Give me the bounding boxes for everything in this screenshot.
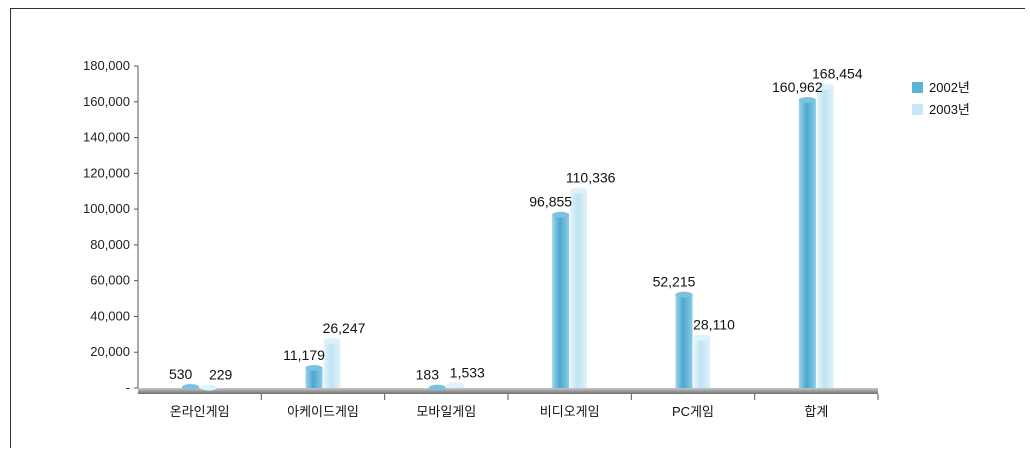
y-tick-label: 180,000 bbox=[83, 58, 130, 73]
data-label: 530 bbox=[169, 366, 193, 382]
bar-cap bbox=[323, 338, 341, 345]
bar-2003 bbox=[323, 341, 341, 388]
x-tick-label: 합계 bbox=[804, 404, 828, 419]
bar-cap bbox=[305, 365, 323, 372]
data-label: 96,855 bbox=[529, 194, 572, 210]
y-tick-label: - bbox=[126, 380, 130, 395]
x-tick-label: 아케이드게임 bbox=[287, 404, 359, 419]
data-label: 28,110 bbox=[693, 317, 735, 333]
data-label: 52,215 bbox=[653, 274, 696, 290]
bar-cap bbox=[570, 187, 588, 194]
bar-2003 bbox=[570, 190, 588, 388]
data-label: 160,962 bbox=[772, 79, 823, 95]
legend-label: 2002년 bbox=[929, 80, 970, 95]
bar-cap bbox=[428, 384, 446, 391]
data-label: 110,336 bbox=[566, 170, 616, 186]
legend: 2002년 2003년 bbox=[912, 80, 970, 117]
y-tick-label: 100,000 bbox=[83, 201, 130, 216]
data-label: 1,533 bbox=[450, 364, 485, 380]
legend-label: 2003년 bbox=[929, 102, 970, 117]
y-tick-label: 120,000 bbox=[83, 165, 130, 180]
x-tick-label: 모바일게임 bbox=[416, 404, 476, 419]
bar-cap bbox=[675, 291, 693, 298]
y-tick-label: 160,000 bbox=[83, 94, 130, 109]
y-tick-label: 60,000 bbox=[90, 273, 130, 288]
bar-cap bbox=[816, 83, 834, 90]
data-label: 26,247 bbox=[323, 320, 366, 336]
data-label: 183 bbox=[416, 367, 440, 383]
y-tick-label: 20,000 bbox=[90, 344, 130, 359]
axes: - 20,000 40,000 60,000 80,000 100,000 120,000 1… bbox=[83, 58, 879, 419]
bar-2002 bbox=[305, 368, 323, 388]
data-labels: 530 229 11,179 26,247 183 1,533 96,855 110,336 5… bbox=[169, 66, 863, 383]
data-label: 11,179 bbox=[283, 347, 325, 363]
y-tick-label: 80,000 bbox=[90, 237, 130, 252]
legend-swatch bbox=[912, 82, 923, 93]
y-tick-label: 140,000 bbox=[83, 130, 130, 145]
chart-frame bbox=[10, 8, 1025, 448]
bar-2002 bbox=[552, 214, 570, 388]
bar-cap bbox=[693, 334, 711, 341]
data-label: 168,454 bbox=[812, 66, 863, 82]
x-tick-label: 온라인게임 bbox=[170, 404, 230, 419]
bar-cap bbox=[446, 382, 464, 389]
legend-swatch bbox=[912, 104, 923, 115]
x-tick-label: PC게임 bbox=[672, 404, 714, 419]
bar-2003 bbox=[693, 337, 711, 388]
data-label: 229 bbox=[209, 367, 233, 383]
bar-cap bbox=[552, 211, 570, 218]
y-tick-label: 40,000 bbox=[90, 308, 130, 323]
bar-2002 bbox=[675, 294, 693, 388]
bar-cap bbox=[182, 384, 200, 391]
bar-cap bbox=[200, 384, 218, 391]
x-axis-baseline bbox=[138, 388, 878, 394]
bars bbox=[182, 83, 834, 391]
bar-2002 bbox=[798, 100, 816, 388]
x-tick-label: 비디오게임 bbox=[540, 404, 600, 419]
bar-cap bbox=[798, 97, 816, 104]
bar-2003 bbox=[816, 86, 834, 388]
